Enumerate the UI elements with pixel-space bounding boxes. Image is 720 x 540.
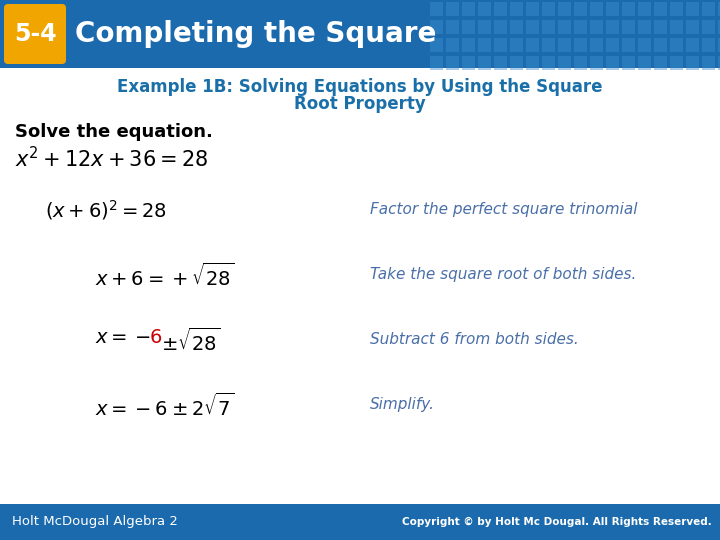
Bar	[574, 20, 587, 34]
Bar	[638, 20, 651, 34]
Bar	[622, 2, 635, 16]
Bar	[718, 56, 720, 70]
Bar	[430, 20, 443, 34]
Bar	[558, 38, 571, 52]
Bar	[0, 0, 720, 68]
Bar	[462, 38, 475, 52]
FancyBboxPatch shape	[4, 4, 66, 64]
Bar	[542, 2, 555, 16]
Bar	[510, 38, 523, 52]
Text: Solve the equation.: Solve the equation.	[15, 123, 213, 141]
Bar	[0, 504, 720, 540]
Bar	[574, 38, 587, 52]
Bar	[526, 56, 539, 70]
Bar	[494, 38, 507, 52]
Bar	[478, 56, 491, 70]
Text: Simplify.: Simplify.	[370, 397, 435, 412]
Text: Subtract 6 from both sides.: Subtract 6 from both sides.	[370, 332, 579, 347]
Text: $(x + 6)^2 = 28$: $(x + 6)^2 = 28$	[45, 198, 167, 222]
Bar	[686, 38, 699, 52]
Bar	[654, 20, 667, 34]
Bar	[670, 2, 683, 16]
Text: $6$: $6$	[149, 328, 162, 347]
Bar	[494, 20, 507, 34]
Bar	[446, 2, 459, 16]
Bar	[526, 2, 539, 16]
Bar	[462, 20, 475, 34]
Bar	[542, 20, 555, 34]
Bar	[478, 2, 491, 16]
Bar	[558, 56, 571, 70]
Text: Factor the perfect square trinomial: Factor the perfect square trinomial	[370, 202, 637, 217]
Bar	[654, 56, 667, 70]
Bar	[494, 56, 507, 70]
Bar	[542, 56, 555, 70]
Bar	[446, 56, 459, 70]
Bar	[718, 2, 720, 16]
Bar	[574, 56, 587, 70]
Text: Take the square root of both sides.: Take the square root of both sides.	[370, 267, 636, 282]
Bar	[718, 20, 720, 34]
Bar	[558, 20, 571, 34]
Bar	[590, 56, 603, 70]
Bar	[462, 2, 475, 16]
Bar	[670, 56, 683, 70]
Bar	[478, 38, 491, 52]
Bar	[686, 56, 699, 70]
Bar	[622, 20, 635, 34]
Bar	[622, 38, 635, 52]
Text: $x=-$: $x=-$	[95, 328, 151, 347]
Bar	[638, 2, 651, 16]
Bar	[478, 20, 491, 34]
Bar	[430, 2, 443, 16]
Bar	[430, 56, 443, 70]
Text: Copyright © by Holt Mc Dougal. All Rights Reserved.: Copyright © by Holt Mc Dougal. All Right…	[402, 517, 712, 527]
Bar	[462, 56, 475, 70]
Bar	[542, 38, 555, 52]
Text: $x=-6\pm 2\sqrt{7}$: $x=-6\pm 2\sqrt{7}$	[95, 393, 235, 420]
Bar	[638, 56, 651, 70]
Text: $\pm\sqrt{28}$: $\pm\sqrt{28}$	[161, 328, 220, 355]
Bar	[526, 38, 539, 52]
Bar	[446, 20, 459, 34]
Bar	[510, 20, 523, 34]
Text: $x+6=+\sqrt{28}$: $x+6=+\sqrt{28}$	[95, 263, 235, 291]
Bar	[702, 20, 715, 34]
Bar	[590, 2, 603, 16]
Bar	[590, 20, 603, 34]
Bar	[446, 38, 459, 52]
Bar	[606, 20, 619, 34]
Bar	[606, 38, 619, 52]
Bar	[702, 2, 715, 16]
Bar	[702, 56, 715, 70]
Bar	[670, 20, 683, 34]
Bar	[590, 38, 603, 52]
Bar	[526, 20, 539, 34]
Bar	[510, 56, 523, 70]
Bar	[686, 2, 699, 16]
Bar	[654, 2, 667, 16]
Bar	[430, 38, 443, 52]
Text: $x^2 + 12x + 36 = 28$: $x^2 + 12x + 36 = 28$	[15, 146, 208, 171]
Bar	[702, 38, 715, 52]
Bar	[606, 56, 619, 70]
Bar	[622, 56, 635, 70]
Bar	[606, 2, 619, 16]
Bar	[670, 38, 683, 52]
Bar	[558, 2, 571, 16]
Text: Completing the Square: Completing the Square	[75, 20, 436, 48]
Bar	[686, 20, 699, 34]
Bar	[718, 38, 720, 52]
Bar	[638, 38, 651, 52]
Bar	[654, 38, 667, 52]
Text: 5-4: 5-4	[14, 22, 56, 46]
Text: Holt McDougal Algebra 2: Holt McDougal Algebra 2	[12, 516, 178, 529]
Bar	[494, 2, 507, 16]
Bar	[510, 2, 523, 16]
Text: Root Property: Root Property	[294, 95, 426, 113]
Bar	[574, 2, 587, 16]
Bar	[0, 68, 720, 504]
Text: Example 1B: Solving Equations by Using the Square: Example 1B: Solving Equations by Using t…	[117, 78, 603, 96]
